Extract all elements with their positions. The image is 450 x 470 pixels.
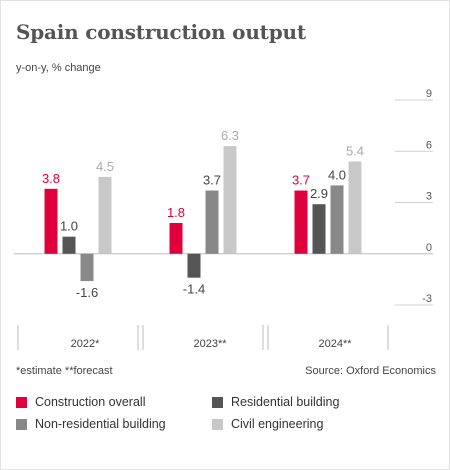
footnote-estimate: *estimate **forecast xyxy=(16,365,113,377)
legend-label: Construction overall xyxy=(35,395,146,409)
legend-item: Non-residential building xyxy=(16,417,212,431)
category-label: 2024** xyxy=(318,338,352,350)
bar xyxy=(223,146,237,254)
category-label: 2022* xyxy=(71,338,100,350)
y-tick-label: 3 xyxy=(426,191,432,203)
y-tick-label: 9 xyxy=(426,88,432,100)
y-tick-label: -3 xyxy=(422,293,432,305)
legend-item: Civil engineering xyxy=(212,417,422,431)
bar xyxy=(98,176,112,254)
chart-subtitle: y-on-y, % change xyxy=(16,62,101,74)
legend-swatch xyxy=(16,396,27,408)
data-label: 3.8 xyxy=(42,171,60,186)
chart-legend: Construction overall Residential building… xyxy=(16,395,436,431)
bar xyxy=(169,223,183,254)
legend-label: Non-residential building xyxy=(35,417,166,431)
legend-label: Residential building xyxy=(231,395,340,409)
legend-item: Construction overall xyxy=(16,395,212,409)
bar xyxy=(62,236,76,254)
bar xyxy=(348,161,362,254)
bar xyxy=(44,188,58,254)
bar xyxy=(187,253,201,278)
legend-label: Civil engineering xyxy=(231,417,324,431)
bar xyxy=(205,190,219,254)
data-label: 3.7 xyxy=(203,173,221,188)
source-note: Source: Oxford Economics xyxy=(305,365,436,377)
data-label: 4.0 xyxy=(328,167,346,182)
data-label: 3.7 xyxy=(292,173,310,188)
category-label: 2023** xyxy=(193,338,227,350)
legend-swatch xyxy=(16,418,27,430)
data-label: 1.8 xyxy=(167,205,185,220)
bar xyxy=(294,190,308,254)
data-label: 1.0 xyxy=(60,219,78,234)
bar xyxy=(330,185,344,254)
legend-swatch xyxy=(212,418,223,430)
data-label: 4.5 xyxy=(96,159,114,174)
data-label: 5.4 xyxy=(346,144,364,159)
y-tick-label: 0 xyxy=(426,242,432,254)
data-label: 2.9 xyxy=(310,186,328,201)
bar xyxy=(80,253,94,282)
chart-title: Spain construction output xyxy=(16,20,306,44)
data-label: -1.4 xyxy=(183,282,205,297)
data-label: 6.3 xyxy=(221,128,239,143)
legend-swatch xyxy=(212,396,223,408)
legend-item: Residential building xyxy=(212,395,422,409)
bar xyxy=(312,204,326,254)
y-tick-label: 6 xyxy=(426,139,432,151)
data-label: -1.6 xyxy=(76,285,98,300)
